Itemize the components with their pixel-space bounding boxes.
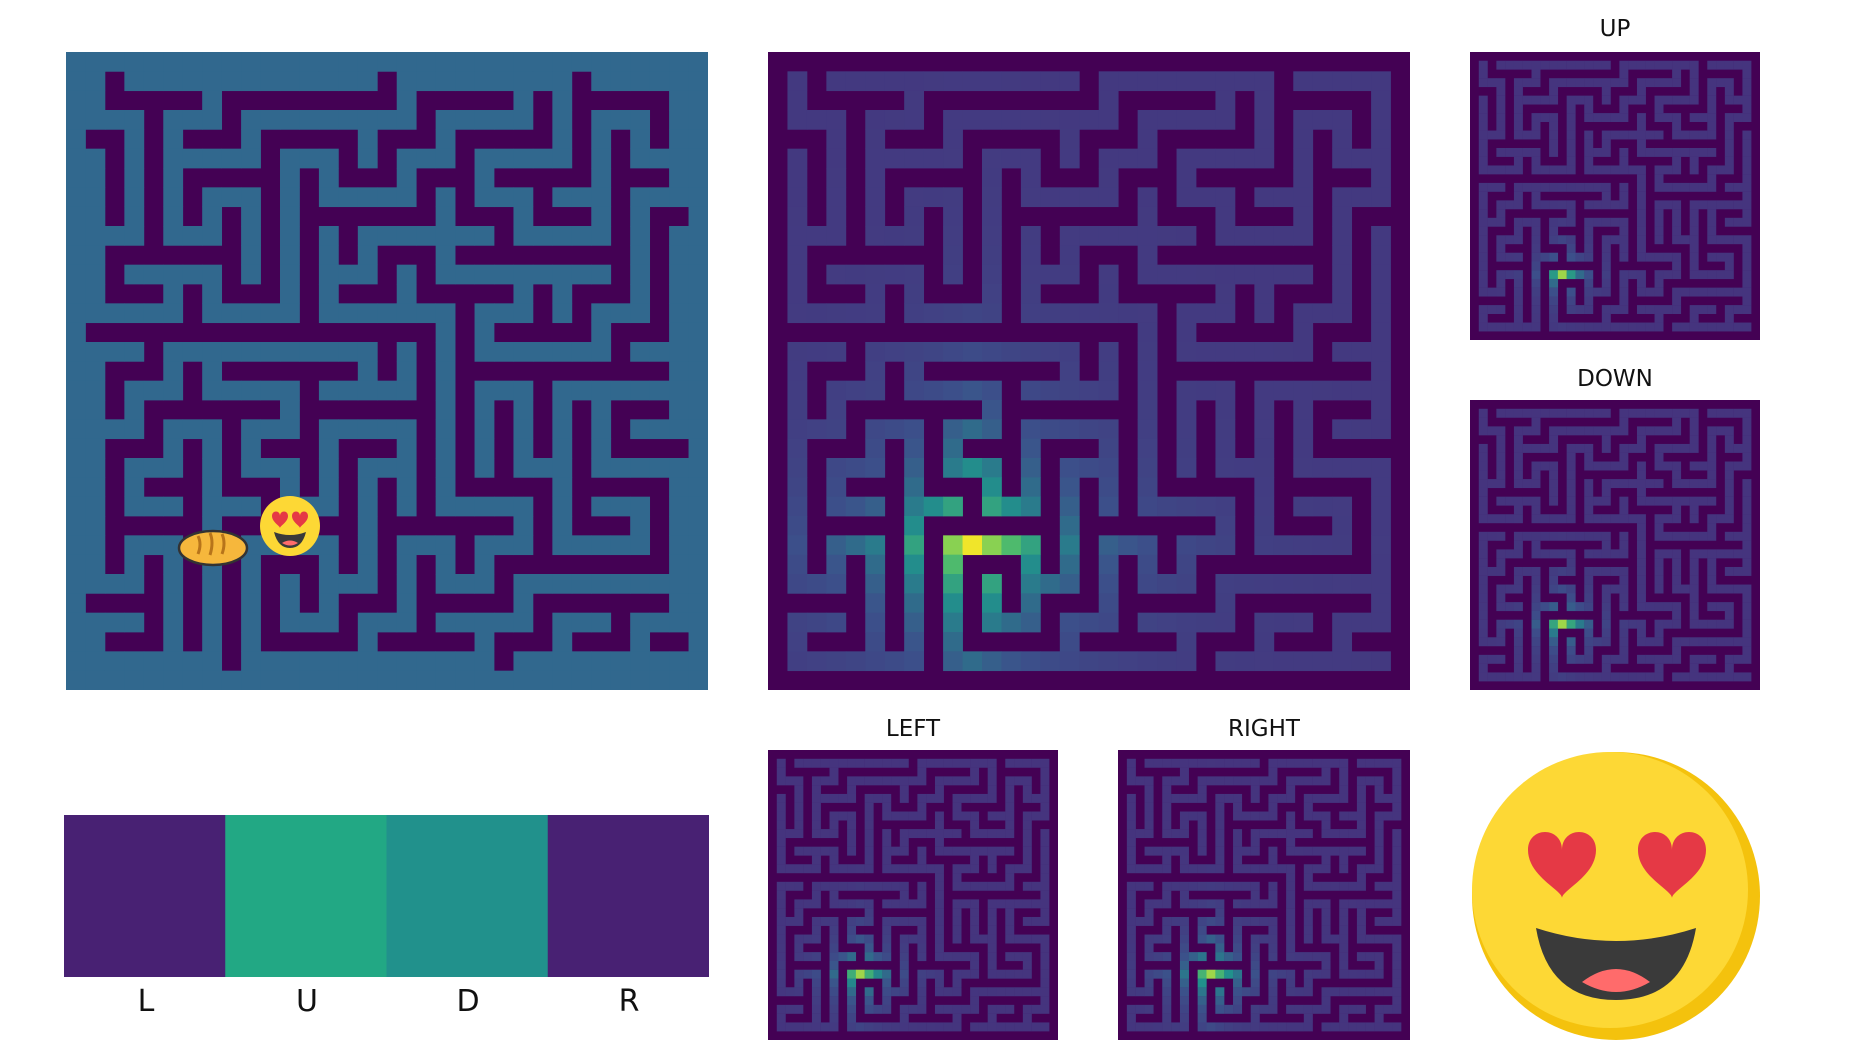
down-heatmap-panel <box>1470 400 1760 690</box>
right-panel-title: RIGHT <box>1228 716 1300 742</box>
right-heatmap-panel <box>1118 750 1410 1040</box>
action-prob-cell-u <box>225 815 387 977</box>
right-heatmap-grid <box>1118 750 1410 1040</box>
down-heatmap-grid <box>1470 400 1760 690</box>
up-heatmap-grid <box>1470 52 1760 340</box>
action-tick-right: R <box>618 984 640 1019</box>
left-panel-title: LEFT <box>885 716 941 742</box>
goal-bread-icon <box>176 522 250 568</box>
action-prob-cell-d <box>386 815 549 977</box>
maze-grid <box>66 52 708 690</box>
down-panel-title: DOWN <box>1577 366 1653 392</box>
action-tick-left: L <box>137 984 155 1019</box>
action-prob-cell-l <box>64 815 226 977</box>
action-prob-cell-r <box>547 815 709 977</box>
left-heatmap-grid <box>768 750 1058 1040</box>
up-heatmap-panel <box>1470 52 1760 340</box>
value-heatmap-panel <box>768 52 1410 690</box>
value-heatmap-grid <box>768 52 1410 690</box>
maze-environment-panel <box>66 52 708 690</box>
action-tick-down: D <box>456 984 480 1019</box>
large-heart-eyes-emoji-icon <box>1470 750 1762 1042</box>
up-panel-title: UP <box>1599 16 1631 42</box>
action-probability-strip <box>64 815 709 977</box>
agent-heart-eyes-emoji-icon <box>258 494 322 558</box>
left-heatmap-panel <box>768 750 1058 1040</box>
action-tick-up: U <box>296 984 318 1019</box>
